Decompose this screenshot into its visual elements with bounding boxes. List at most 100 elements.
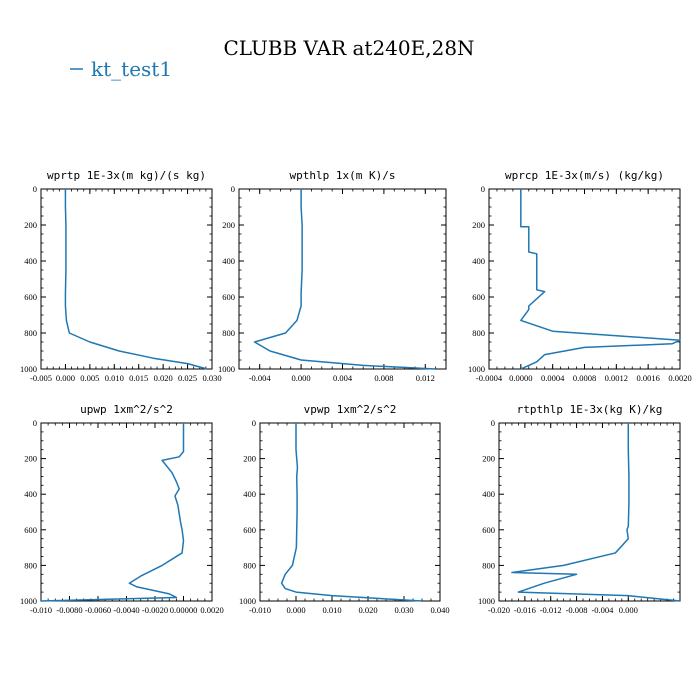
figure-title: CLUBB VAR at240E,28N xyxy=(223,36,474,60)
x-tick-label: -0.008 xyxy=(566,605,588,615)
x-tick-label: -0.0080 xyxy=(56,605,82,615)
x-tick-label: 0.00000 xyxy=(170,605,198,615)
x-tick-label: -0.004 xyxy=(591,605,614,615)
y-tick-label: 200 xyxy=(243,454,256,464)
y-tick-label: 0 xyxy=(33,184,37,194)
y-tick-label: 800 xyxy=(24,560,37,570)
x-tick-label: 0.000 xyxy=(292,373,311,383)
y-tick-label: 200 xyxy=(24,454,37,464)
y-tick-label: 0 xyxy=(491,418,495,428)
series-line xyxy=(280,423,423,602)
y-tick-label: 200 xyxy=(222,220,235,230)
y-tick-label: 200 xyxy=(24,220,37,230)
panel-3: wprcp 1E-3x(m/s) (kg/kg) -0.0004 0.0000 0.0… xyxy=(468,169,692,383)
x-tick-label: -0.004 xyxy=(249,373,272,383)
x-tick-label: 0.012 xyxy=(416,373,435,383)
series-line xyxy=(511,423,681,602)
y-tick-label: 0 xyxy=(481,184,485,194)
x-tick-label: 0.020 xyxy=(358,605,377,615)
panel-title: rtpthlp 1E-3x(kg K)/kg xyxy=(517,403,663,416)
panel-title: vpwp 1xm^2/s^2 xyxy=(304,403,397,416)
x-tick-label: 0.0020 xyxy=(200,605,223,615)
legend: kt_test1 xyxy=(70,57,172,81)
x-tick-label: 0.015 xyxy=(129,373,148,383)
x-tick-label: -0.0004 xyxy=(476,373,503,383)
series-line xyxy=(520,189,681,370)
x-tick-label: -0.0020 xyxy=(142,605,168,615)
y-tick-label: 400 xyxy=(482,489,495,499)
plot-frame xyxy=(488,188,681,370)
x-tick-label: -0.016 xyxy=(514,605,536,615)
y-tick-label: 600 xyxy=(482,525,495,535)
x-tick-label: 0.020 xyxy=(154,373,173,383)
panel-6: rtpthlp 1E-3x(kg K)/kg -0.020 -0.016 -0.012… xyxy=(478,403,681,615)
x-tick-label: 0.010 xyxy=(105,373,124,383)
y-tick-label: 1000 xyxy=(478,596,495,606)
x-tick-label: 0.025 xyxy=(178,373,197,383)
series-line xyxy=(64,189,208,370)
x-tick-label: -0.012 xyxy=(540,605,562,615)
x-tick-label: -0.010 xyxy=(249,605,271,615)
x-tick-label: 0.030 xyxy=(202,373,221,383)
x-tick-label: 0.008 xyxy=(374,373,393,383)
y-tick-label: 1000 xyxy=(239,596,256,606)
y-tick-label: 600 xyxy=(24,292,37,302)
y-tick-label: 1000 xyxy=(20,596,37,606)
x-tick-label: 0.000 xyxy=(286,605,305,615)
y-tick-label: 400 xyxy=(24,256,37,266)
x-tick-label: 0.000 xyxy=(619,605,638,615)
x-tick-label: 0.0004 xyxy=(541,373,565,383)
panel-title: wprcp 1E-3x(m/s) (kg/kg) xyxy=(505,169,664,182)
y-tick-label: 600 xyxy=(24,525,37,535)
x-tick-label: -0.005 xyxy=(30,373,52,383)
y-tick-label: 600 xyxy=(243,525,256,535)
x-tick-label: 0.000 xyxy=(56,373,75,383)
x-tick-label: 0.010 xyxy=(322,605,341,615)
panel-title: upwp 1xm^2/s^2 xyxy=(80,403,173,416)
series-line xyxy=(253,189,436,370)
y-tick-label: 0 xyxy=(33,418,37,428)
x-tick-label: 0.005 xyxy=(80,373,99,383)
panel-2: wpthlp 1x(m K)/s -0.004 0.000 0.004 0.008 0.0… xyxy=(218,169,447,383)
plot-frame xyxy=(40,422,213,602)
panel-title: wprtp 1E-3x(m kg)/(s kg) xyxy=(47,169,206,182)
y-tick-label: 800 xyxy=(243,560,256,570)
y-tick-label: 1000 xyxy=(20,364,37,374)
panel-5: vpwp 1xm^2/s^2 -0.010 0.000 0.010 0.020 0.030… xyxy=(239,403,450,615)
panels: wprtp 1E-3x(m kg)/(s kg) -0.005 0.000 0.005… xyxy=(20,169,692,615)
x-tick-label: -0.0060 xyxy=(85,605,111,615)
plot-frame xyxy=(498,422,681,602)
y-tick-label: 0 xyxy=(252,418,256,428)
y-tick-label: 600 xyxy=(222,292,235,302)
x-tick-label: -0.020 xyxy=(488,605,510,615)
panel-title: wpthlp 1x(m K)/s xyxy=(290,169,396,182)
plot-frame xyxy=(259,422,441,602)
y-tick-label: 800 xyxy=(24,328,37,338)
y-tick-label: 400 xyxy=(24,489,37,499)
x-tick-label: 0.030 xyxy=(394,605,413,615)
y-tick-label: 1000 xyxy=(468,364,485,374)
x-tick-label: 0.0000 xyxy=(509,373,532,383)
x-tick-label: 0.0016 xyxy=(636,373,659,383)
y-tick-label: 400 xyxy=(222,256,235,266)
y-tick-label: 0 xyxy=(231,184,235,194)
plot-frame xyxy=(238,188,447,370)
y-tick-label: 200 xyxy=(482,454,495,464)
y-tick-label: 400 xyxy=(243,489,256,499)
y-tick-label: 200 xyxy=(472,220,485,230)
plot-frame xyxy=(40,188,213,370)
x-tick-label: 0.0012 xyxy=(605,373,628,383)
y-tick-label: 1000 xyxy=(218,364,235,374)
x-tick-label: 0.0008 xyxy=(573,373,596,383)
x-tick-label: -0.010 xyxy=(30,605,52,615)
panel-1: wprtp 1E-3x(m kg)/(s kg) -0.005 0.000 0.005… xyxy=(20,169,222,383)
series-line xyxy=(40,423,185,602)
y-tick-label: 800 xyxy=(472,328,485,338)
y-tick-label: 800 xyxy=(482,560,495,570)
x-tick-label: 0.0020 xyxy=(668,373,691,383)
y-tick-label: 600 xyxy=(472,292,485,302)
x-tick-label: 0.004 xyxy=(333,373,353,383)
x-tick-label: -0.0040 xyxy=(113,605,139,615)
x-tick-label: 0.040 xyxy=(430,605,449,615)
